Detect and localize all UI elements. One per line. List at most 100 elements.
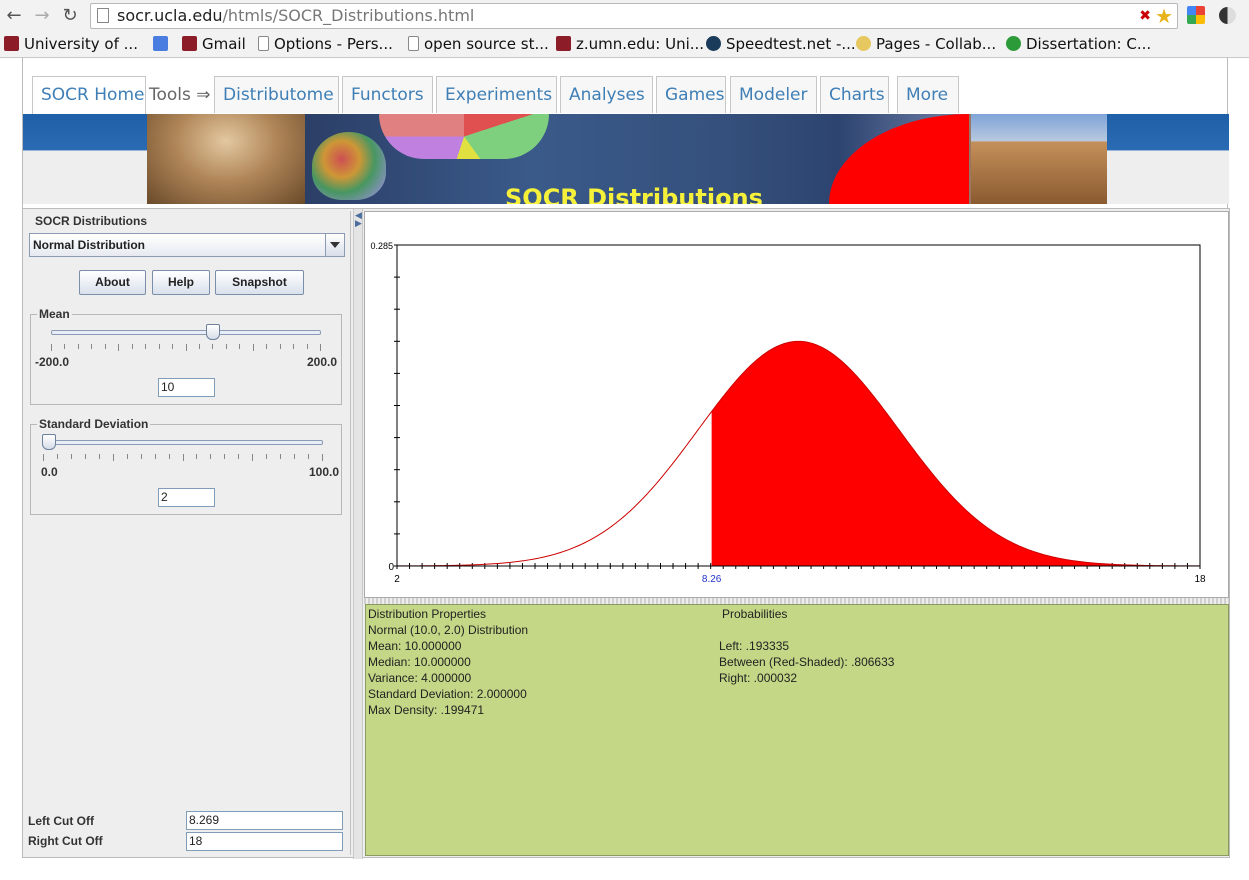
help-button[interactable]: Help — [152, 270, 210, 295]
bookmark-label: z.umn.edu: Uni... — [576, 35, 705, 53]
snapshot-button[interactable]: Snapshot — [215, 270, 304, 295]
slider-tick — [266, 454, 268, 459]
slider-tick — [145, 344, 147, 349]
slider-tick — [91, 344, 93, 349]
bookmark-item[interactable]: Dissertation: C... — [1006, 35, 1151, 53]
distribution-select-value: Normal Distribution — [33, 238, 146, 252]
tab-experiments[interactable]: Experiments — [436, 76, 557, 113]
bookmark-item[interactable] — [153, 35, 173, 53]
slider-tick — [131, 344, 133, 349]
mean-slider-ticks — [51, 344, 321, 351]
distribution-applet: SOCR Distributions Normal Distribution A… — [22, 208, 1230, 859]
tab-charts[interactable]: Charts — [820, 76, 889, 113]
bookmark-item[interactable]: Options - Pers... — [258, 35, 393, 53]
slider-tick — [56, 454, 58, 459]
forward-arrow-icon[interactable]: → — [34, 5, 50, 26]
tower-photo — [971, 114, 1107, 204]
slider-tick — [185, 344, 187, 351]
bookmark-item[interactable]: University of ... — [4, 35, 138, 53]
mean-slider-thumb[interactable] — [206, 324, 220, 340]
back-arrow-icon[interactable]: ← — [6, 5, 22, 26]
bookmark-label: University of ... — [24, 35, 138, 53]
slider-tick — [182, 454, 184, 461]
slider-tick — [320, 344, 321, 351]
slider-tick — [154, 454, 156, 459]
umn-m-icon — [556, 36, 571, 51]
mean-max-label: 200.0 — [306, 355, 337, 369]
address-bar[interactable]: socr.ucla.edu/htmls/SOCR_Distributions.h… — [90, 3, 1178, 29]
url-text: socr.ucla.edu/htmls/SOCR_Distributions.h… — [117, 6, 474, 25]
property-line: Median: 10.000000 — [368, 655, 471, 669]
page-icon — [97, 8, 109, 23]
tab-distributome[interactable]: Distributome — [214, 76, 339, 113]
mean-input[interactable]: 10 — [158, 378, 215, 397]
slider-tick — [140, 454, 142, 459]
x-min-label: 2 — [394, 574, 400, 585]
mean-group: Mean -200.0 200.0 10 — [30, 307, 342, 405]
distribution-select[interactable]: Normal Distribution — [29, 233, 345, 257]
density-graph[interactable]: 0.285 0 2 18 8.26 — [364, 211, 1229, 598]
tab-modeler[interactable]: Modeler — [730, 76, 817, 113]
browser-toolbar: ← → ↻ socr.ucla.edu/htmls/SOCR_Distribut… — [0, 0, 1249, 32]
chevron-down-icon[interactable] — [325, 234, 344, 256]
graph-divider[interactable] — [364, 598, 1229, 604]
slider-tick — [196, 454, 198, 459]
property-line: Normal (10.0, 2.0) Distribution — [368, 623, 529, 637]
sharepoint-icon — [856, 36, 871, 51]
property-line: Max Density: .199471 — [368, 703, 485, 717]
blocked-content-icon[interactable]: ✖ — [1139, 8, 1151, 24]
y-max-label: 0.285 — [370, 241, 393, 251]
control-panel: SOCR Distributions Normal Distribution A… — [25, 211, 351, 855]
slider-tick — [294, 454, 296, 459]
slider-tick — [51, 344, 52, 351]
umn-m-icon — [4, 36, 19, 51]
tab-functors[interactable]: Functors — [342, 76, 433, 113]
properties-heading: Distribution Properties — [368, 607, 487, 621]
slider-tick — [225, 344, 227, 349]
google-extension-icon[interactable] — [1187, 6, 1205, 24]
slider-tick — [198, 344, 200, 349]
left-cutoff-input[interactable]: 8.269 — [186, 811, 343, 830]
reload-icon[interactable]: ↻ — [62, 5, 78, 26]
collapse-left-icon[interactable]: ◀ ▶ — [355, 211, 362, 229]
slider-tick — [322, 454, 323, 461]
bookmark-star-icon[interactable]: ★ — [1155, 4, 1173, 28]
slider-tick — [64, 344, 66, 349]
right-cutoff-input[interactable]: 18 — [186, 832, 343, 851]
tab-socr-home[interactable]: SOCR Home — [32, 76, 146, 114]
bookmark-label: Gmail — [202, 35, 246, 53]
slider-tick — [210, 454, 212, 459]
slider-tick — [112, 454, 114, 461]
bookmark-item[interactable]: z.umn.edu: Uni... — [556, 35, 704, 53]
bookmark-item[interactable]: Pages - Collab... — [856, 35, 996, 53]
bookmark-item[interactable]: open source st... — [408, 35, 549, 53]
green-s-icon — [1006, 36, 1021, 51]
output-panel: 0.285 0 2 18 8.26 Distribution Propertie… — [364, 211, 1229, 856]
property-line: Mean: 10.000000 — [368, 639, 462, 653]
sd-slider-track[interactable] — [43, 440, 323, 445]
slider-tick — [168, 454, 170, 459]
about-button[interactable]: About — [79, 270, 146, 295]
slider-tick — [126, 454, 128, 459]
density-chart: 0.285 0 2 18 8.26 — [370, 241, 1206, 585]
panel-splitter[interactable]: ◀ ▶ — [353, 209, 363, 859]
mean-slider-track[interactable] — [51, 330, 321, 335]
umn-m-icon — [182, 36, 197, 51]
slider-tick — [239, 344, 241, 349]
bookmark-label: Options - Pers... — [274, 35, 393, 53]
sd-input[interactable]: 2 — [158, 488, 215, 507]
speedtest-icon — [706, 36, 721, 51]
tab-analyses[interactable]: Analyses — [560, 76, 653, 113]
bookmark-label: open source st... — [424, 35, 549, 53]
bookmark-item[interactable]: Gmail — [182, 35, 246, 53]
probability-between: Between (Red-Shaded): .806633 — [719, 655, 895, 669]
url-host: socr.ucla.edu — [117, 6, 223, 25]
sd-slider-thumb[interactable] — [41, 434, 56, 450]
contrast-extension-icon[interactable] — [1219, 7, 1236, 24]
tab-games[interactable]: Games — [656, 76, 726, 113]
mean-min-label: -200.0 — [35, 355, 70, 369]
y-min-label: 0 — [388, 562, 394, 573]
bookmark-item[interactable]: Speedtest.net -... — [706, 35, 856, 53]
slider-tick — [98, 454, 100, 459]
tab-more[interactable]: More — [897, 76, 959, 113]
